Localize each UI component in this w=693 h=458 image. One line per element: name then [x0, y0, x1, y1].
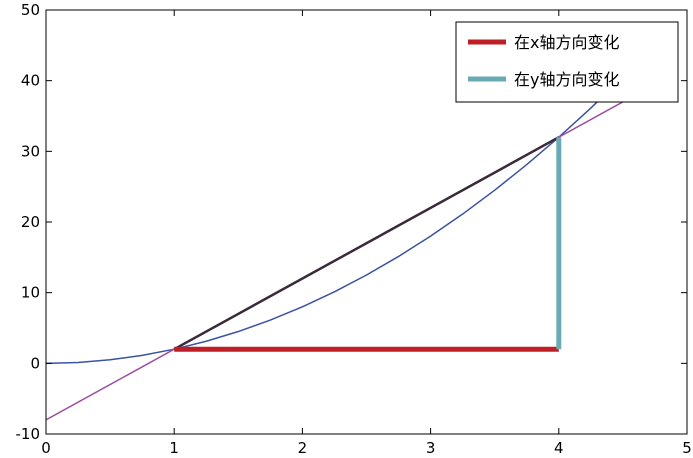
- y-tick-label: 10: [21, 284, 40, 302]
- x-tick-label: 0: [41, 439, 51, 457]
- series-layer: [46, 76, 637, 421]
- y-tick-label: 40: [21, 72, 40, 90]
- y-tick-label: 20: [21, 213, 40, 231]
- y-tick-label: 0: [30, 354, 40, 372]
- y-tick-label: -10: [16, 425, 41, 443]
- x-tick-label: 3: [426, 439, 436, 457]
- x-tick-label: 2: [298, 439, 308, 457]
- x-tick-label: 4: [554, 439, 564, 457]
- legend-label: 在x轴方向变化: [514, 33, 619, 52]
- y-tick-label: 50: [21, 1, 40, 19]
- y-tick-label: 30: [21, 142, 40, 160]
- legend-label: 在y轴方向变化: [514, 70, 619, 89]
- x-tick-label: 5: [682, 439, 692, 457]
- series-curve: [46, 76, 624, 365]
- legend-box: [455, 21, 679, 103]
- x-tick-label: 1: [169, 439, 179, 457]
- series-chord: [173, 136, 560, 351]
